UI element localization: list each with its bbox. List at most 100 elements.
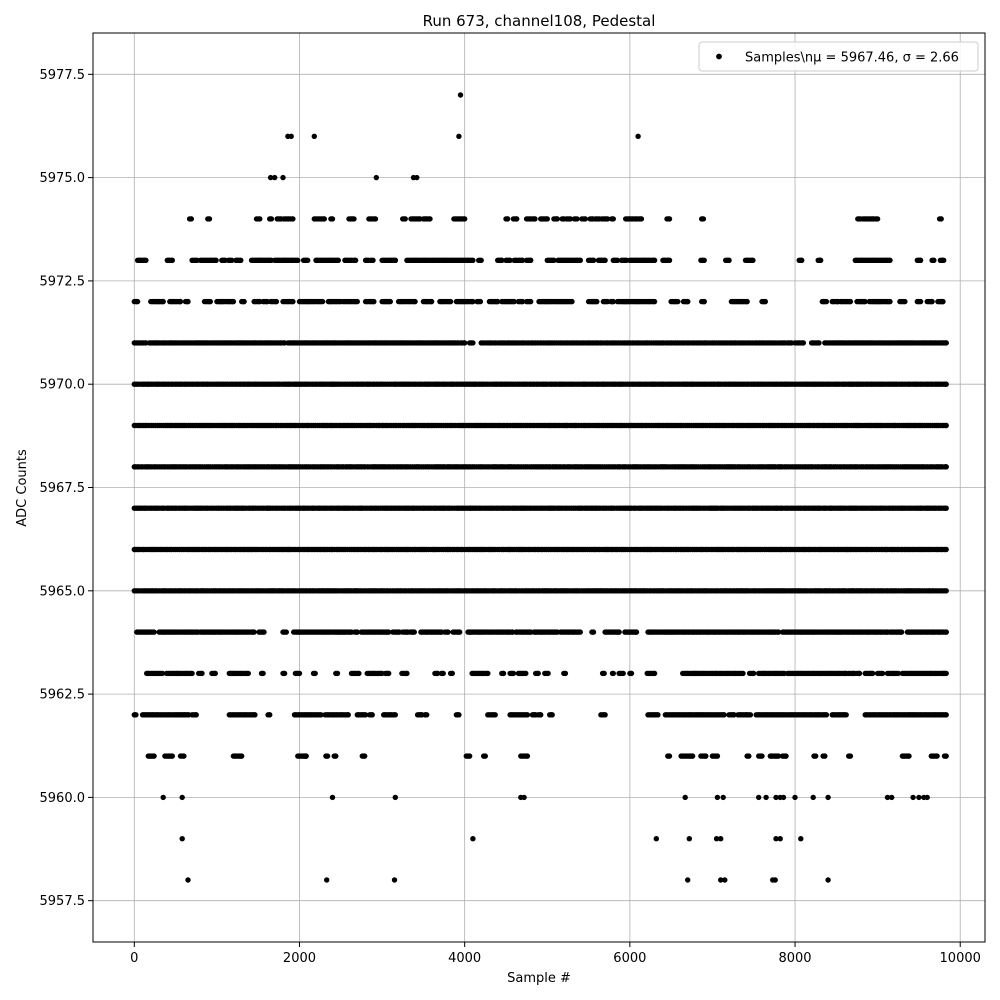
data-point <box>470 340 476 346</box>
data-point <box>245 670 251 677</box>
data-point <box>324 753 331 759</box>
data-point <box>651 670 658 677</box>
data-point <box>620 670 626 677</box>
data-point <box>870 670 876 677</box>
data-point <box>549 712 555 718</box>
data-point <box>151 753 157 759</box>
data-point <box>449 670 455 677</box>
data-point <box>524 712 531 718</box>
data-point <box>457 629 463 635</box>
data-point <box>746 753 752 759</box>
data-point <box>290 298 296 305</box>
data-point <box>281 670 288 677</box>
data-point <box>943 670 949 677</box>
data-point <box>362 753 368 759</box>
data-point <box>189 670 195 677</box>
data-point <box>356 670 362 677</box>
data-point <box>260 670 266 677</box>
data-point <box>856 670 863 677</box>
data-point <box>273 298 280 305</box>
data-point <box>747 712 754 718</box>
data-point <box>296 670 303 677</box>
data-point <box>151 629 157 635</box>
data-point <box>193 712 199 718</box>
data-point <box>714 753 721 759</box>
data-point <box>524 753 531 759</box>
data-point <box>424 712 430 718</box>
data-point <box>345 712 351 718</box>
data-point <box>160 298 166 305</box>
data-point <box>354 629 360 635</box>
data-points <box>131 92 949 883</box>
data-point <box>601 670 607 677</box>
data-point <box>843 712 849 718</box>
data-point <box>392 712 398 718</box>
data-point <box>267 712 273 718</box>
data-point <box>411 629 417 635</box>
data-point <box>879 670 886 677</box>
data-point <box>169 753 175 759</box>
data-point <box>181 753 187 759</box>
data-point <box>538 712 544 718</box>
data-point <box>404 670 410 677</box>
data-point <box>133 712 139 718</box>
data-point <box>633 629 640 635</box>
data-point <box>318 712 324 718</box>
data-point <box>943 753 949 759</box>
data-point <box>386 670 392 677</box>
data-point <box>943 629 949 635</box>
data-point <box>562 670 569 677</box>
data-point <box>751 670 757 677</box>
data-point <box>616 629 622 635</box>
data-point <box>602 712 608 718</box>
data-point <box>943 505 949 511</box>
data-point <box>334 670 341 677</box>
data-point <box>199 670 205 677</box>
data-point <box>251 629 257 635</box>
data-point <box>943 712 949 718</box>
data-point <box>303 753 309 759</box>
data-point <box>943 340 949 346</box>
data-point <box>943 464 949 470</box>
data-point <box>590 629 597 635</box>
data-point <box>943 422 949 429</box>
data-point <box>666 753 673 759</box>
data-point <box>523 670 529 677</box>
data-point <box>333 753 339 759</box>
data-point <box>462 340 468 346</box>
data-point <box>207 298 213 305</box>
data-point <box>545 670 551 677</box>
data-point <box>628 670 635 677</box>
data-point <box>362 712 369 718</box>
data-point <box>500 670 507 677</box>
data-point <box>212 670 218 677</box>
data-point <box>283 629 289 635</box>
data-point <box>800 340 806 346</box>
data-point <box>239 753 245 759</box>
data-point <box>823 712 830 718</box>
data-point <box>740 670 746 677</box>
data-point <box>510 670 517 677</box>
data-point <box>689 753 696 759</box>
data-point <box>655 712 661 718</box>
data-point <box>934 753 940 759</box>
data-point <box>577 629 583 635</box>
data-point <box>369 712 375 718</box>
data-point <box>943 546 949 553</box>
data-point <box>721 712 727 718</box>
data-point <box>610 670 616 677</box>
data-point <box>783 753 789 759</box>
data-point <box>241 298 247 305</box>
data-point <box>312 670 318 677</box>
data-point <box>445 629 451 635</box>
data-point <box>230 298 237 305</box>
data-point <box>943 588 949 594</box>
data-point <box>822 753 828 759</box>
data-point <box>535 670 541 677</box>
data-point <box>775 753 782 759</box>
data-point <box>492 712 498 718</box>
data-point <box>134 298 141 305</box>
data-point <box>759 753 765 759</box>
data-point <box>185 298 191 305</box>
